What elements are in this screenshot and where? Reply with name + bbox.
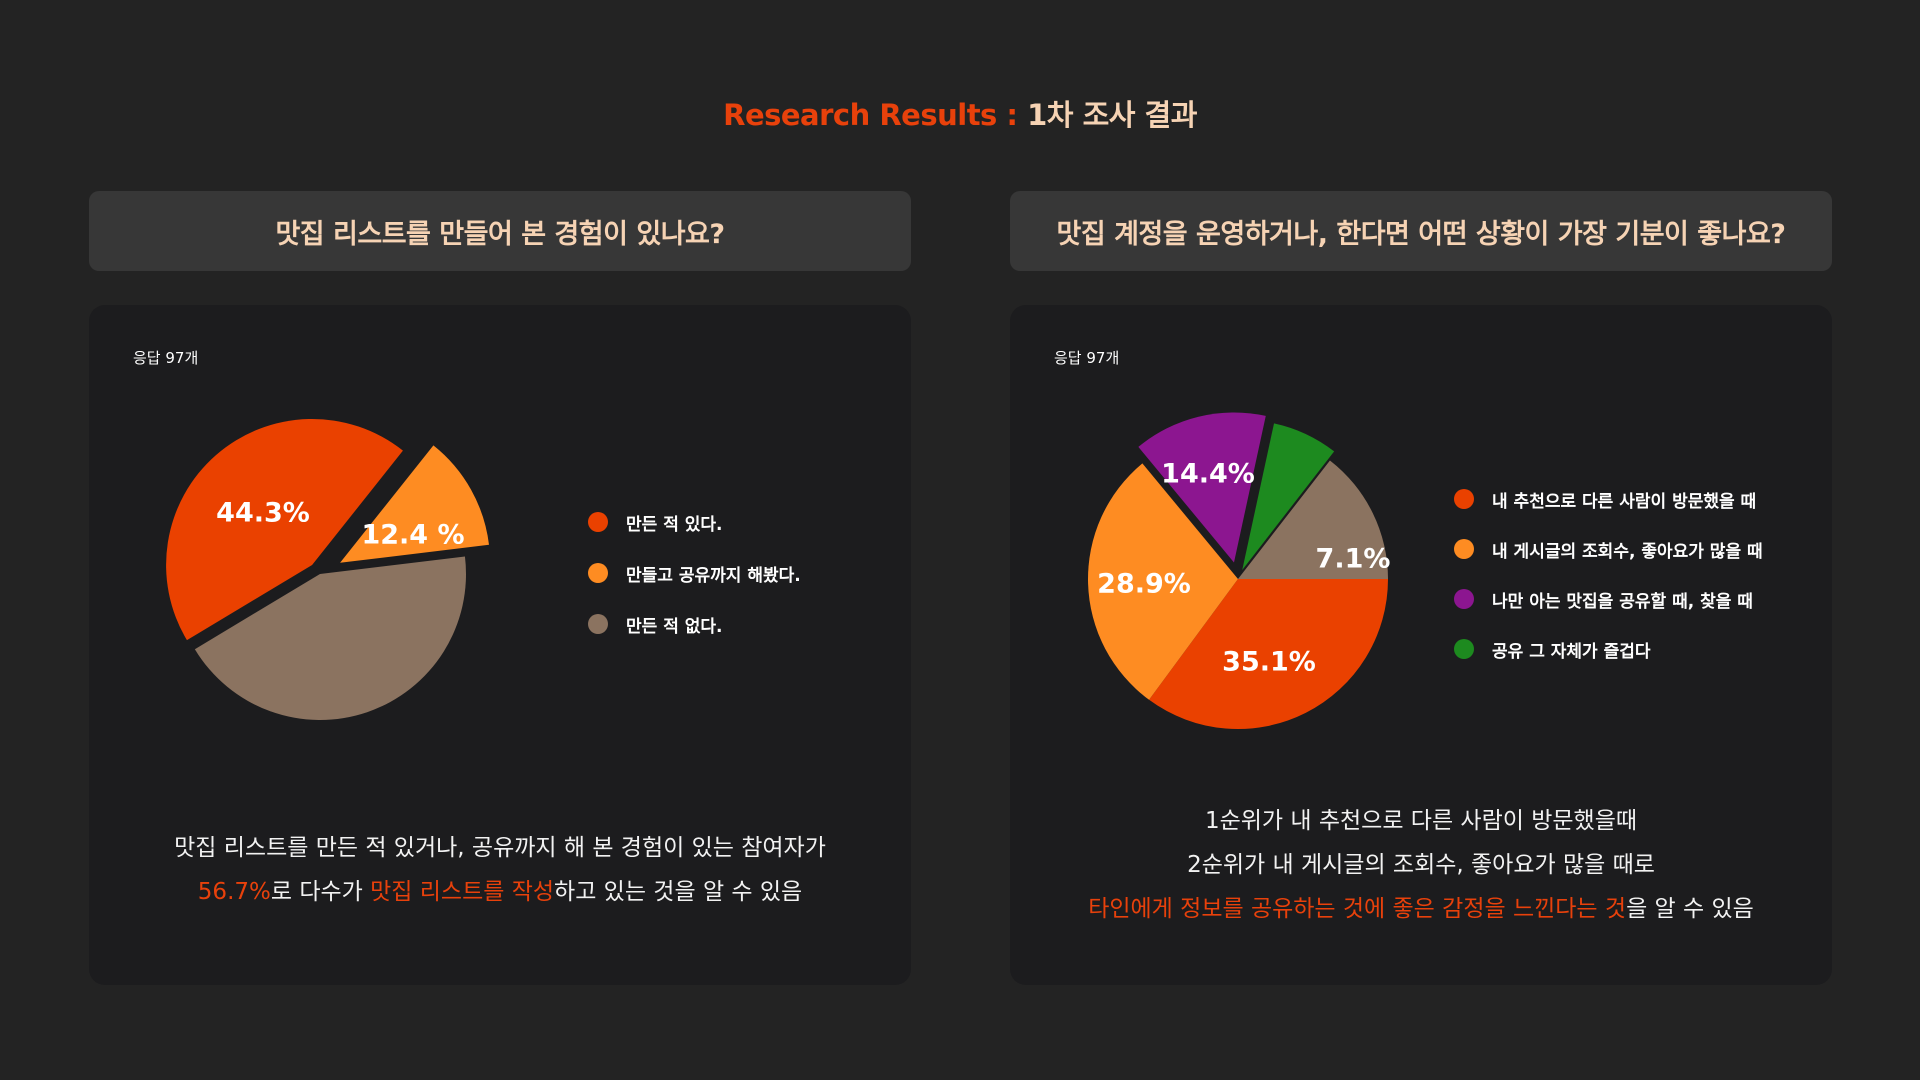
left-question-text: 맛집 리스트를 만들어 본 경험이 있나요? — [275, 218, 725, 250]
right-response-count: 응답 97개 — [1054, 349, 1120, 367]
left-chart-panel: 응답 97개 44.3% 12.4 % 만든 적 있다. 만들고 공유까지 해봤다… — [89, 305, 911, 985]
legend-label: 내 게시글의 조회수, 좋아요가 많을 때 — [1492, 541, 1763, 562]
legend-label: 공유 그 자체가 즐겁다 — [1492, 641, 1651, 662]
right-legend-item: 내 추천으로 다른 사람이 방문했을 때 — [1454, 488, 1763, 512]
left-summary-line1: 맛집 리스트를 만든 적 있거나, 공유까지 해 본 경험이 있는 참여자가 — [174, 835, 826, 861]
right-chart-panel: 응답 97개 35.1% 28.9% 14.4% 7.1% 내 추천으로 다른 사람이… — [1010, 305, 1832, 985]
pie-slice — [340, 445, 489, 563]
pie-data-label: 44.3% — [216, 498, 310, 529]
summary-text: 을 알 수 있음 — [1626, 896, 1754, 922]
right-question-box: 맛집 계정을 운영하거나, 한다면 어떤 상황이 가장 기분이 좋나요? — [1010, 191, 1832, 271]
pie-slice — [194, 556, 466, 720]
summary-highlight: 56.7% — [197, 879, 271, 905]
legend-dot — [588, 563, 608, 583]
right-pie-chart: 35.1% 28.9% 14.4% 7.1% — [1088, 412, 1391, 729]
left-response-count: 응답 97개 — [133, 349, 199, 367]
legend-dot — [1454, 589, 1474, 609]
right-legend-item: 공유 그 자체가 즐겁다 — [1454, 638, 1763, 662]
left-question-box: 맛집 리스트를 만들어 본 경험이 있나요? — [89, 191, 911, 271]
legend-label: 나만 아는 맛집을 공유할 때, 찾을 때 — [1492, 591, 1753, 612]
pie-slice — [1238, 460, 1388, 579]
legend-dot — [1454, 489, 1474, 509]
legend-label: 만든 적 없다. — [626, 616, 723, 637]
left-summary: 맛집 리스트를 만든 적 있거나, 공유까지 해 본 경험이 있는 참여자가 5… — [89, 826, 911, 914]
pie-slice — [1149, 579, 1388, 729]
pie-data-label: 14.4% — [1161, 459, 1255, 490]
summary-highlight: 타인에게 정보를 공유하는 것에 좋은 감정을 느낀다는 것 — [1088, 896, 1627, 922]
summary-highlight: 맛집 리스트를 작성 — [370, 879, 555, 905]
right-legend-item: 내 게시글의 조회수, 좋아요가 많을 때 — [1454, 538, 1763, 562]
right-legend: 내 추천으로 다른 사람이 방문했을 때 내 게시글의 조회수, 좋아요가 많을… — [1454, 488, 1763, 688]
legend-label: 내 추천으로 다른 사람이 방문했을 때 — [1492, 491, 1757, 512]
right-summary-line2: 2순위가 내 게시글의 조회수, 좋아요가 많을 때로 — [1187, 852, 1655, 878]
page-title: Research Results : 1차 조사 결과 — [0, 92, 1920, 134]
legend-label: 만들고 공유까지 해봤다. — [626, 565, 801, 586]
pie-slice — [1138, 412, 1266, 563]
right-question-text: 맛집 계정을 운영하거나, 한다면 어떤 상황이 가장 기분이 좋나요? — [1056, 218, 1786, 250]
left-legend-item: 만든 적 있다. — [588, 511, 801, 535]
summary-text: 하고 있는 것을 알 수 있음 — [554, 879, 803, 905]
pie-slice — [1088, 463, 1238, 700]
right-summary-line1: 1순위가 내 추천으로 다른 사람이 방문했을때 — [1204, 808, 1638, 834]
left-summary-line2: 56.7%로 다수가 맛집 리스트를 작성하고 있는 것을 알 수 있음 — [89, 870, 911, 914]
legend-label: 만든 적 있다. — [626, 514, 723, 535]
pie-data-label: 12.4 % — [361, 520, 464, 551]
pie-data-label: 7.1% — [1316, 544, 1391, 575]
pie-slice — [166, 418, 403, 641]
legend-dot — [1454, 539, 1474, 559]
legend-dot — [588, 512, 608, 532]
summary-text: 로 다수가 — [270, 879, 371, 905]
legend-dot — [1454, 639, 1474, 659]
right-summary: 1순위가 내 추천으로 다른 사람이 방문했을때 2순위가 내 게시글의 조회수… — [1010, 799, 1832, 931]
right-legend-item: 나만 아는 맛집을 공유할 때, 찾을 때 — [1454, 588, 1763, 612]
pie-slice — [1242, 423, 1335, 570]
left-legend-item: 만든 적 없다. — [588, 613, 801, 637]
left-pie-chart: 44.3% 12.4 % — [166, 418, 489, 720]
page-title-accent: Research Results : — [723, 98, 1028, 132]
page-title-main: 1차 조사 결과 — [1027, 98, 1197, 132]
pie-data-label: 28.9% — [1097, 569, 1191, 600]
left-legend-item: 만들고 공유까지 해봤다. — [588, 562, 801, 586]
right-summary-line3: 타인에게 정보를 공유하는 것에 좋은 감정을 느낀다는 것을 알 수 있음 — [1010, 887, 1832, 931]
left-legend: 만든 적 있다. 만들고 공유까지 해봤다. 만든 적 없다. — [588, 511, 801, 664]
pie-data-label: 35.1% — [1222, 647, 1316, 678]
legend-dot — [588, 614, 608, 634]
